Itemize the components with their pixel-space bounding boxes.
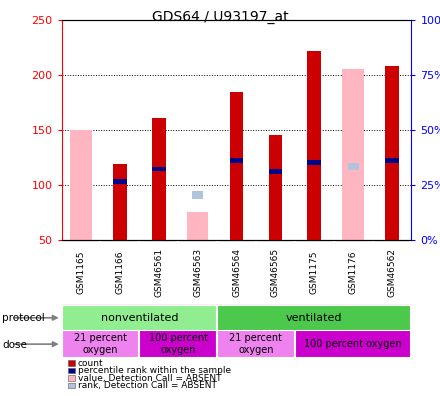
Bar <box>139 330 217 358</box>
Bar <box>217 305 411 331</box>
Text: 100 percent
oxygen: 100 percent oxygen <box>149 333 208 355</box>
Text: GSM46564: GSM46564 <box>232 248 241 297</box>
Text: 100 percent oxygen: 100 percent oxygen <box>304 339 402 349</box>
Bar <box>152 118 165 240</box>
Text: count: count <box>78 359 103 367</box>
Bar <box>187 212 208 240</box>
Text: ventilated: ventilated <box>286 313 342 323</box>
Bar <box>268 169 282 173</box>
Text: value, Detection Call = ABSENT: value, Detection Call = ABSENT <box>78 374 221 383</box>
Bar <box>113 164 127 240</box>
Text: rank, Detection Call = ABSENT: rank, Detection Call = ABSENT <box>78 381 217 390</box>
Bar <box>308 51 321 240</box>
Text: GSM1165: GSM1165 <box>77 251 85 294</box>
Bar <box>62 305 217 331</box>
Text: 21 percent
oxygen: 21 percent oxygen <box>229 333 282 355</box>
Bar <box>113 179 127 183</box>
Text: GSM1175: GSM1175 <box>310 251 319 294</box>
Bar <box>348 163 359 170</box>
Text: GSM46562: GSM46562 <box>388 248 396 297</box>
Bar <box>268 135 282 240</box>
Bar <box>217 330 295 358</box>
Text: dose: dose <box>2 339 27 350</box>
Bar <box>385 66 399 240</box>
Text: nonventilated: nonventilated <box>101 313 178 323</box>
Text: GSM46563: GSM46563 <box>193 248 202 297</box>
Text: protocol: protocol <box>2 313 45 323</box>
Text: GSM46561: GSM46561 <box>154 248 163 297</box>
Bar <box>308 160 321 165</box>
Bar <box>192 191 203 199</box>
Bar <box>70 129 92 240</box>
Text: 21 percent
oxygen: 21 percent oxygen <box>74 333 127 355</box>
Bar <box>62 330 139 358</box>
Text: GSM1166: GSM1166 <box>115 251 125 294</box>
Bar <box>230 92 243 240</box>
Bar <box>342 69 364 240</box>
Text: GDS64 / U93197_at: GDS64 / U93197_at <box>152 10 288 24</box>
Bar <box>385 158 399 163</box>
Bar <box>230 158 243 163</box>
Text: GSM1176: GSM1176 <box>348 251 358 294</box>
Bar <box>295 330 411 358</box>
Text: percentile rank within the sample: percentile rank within the sample <box>78 366 231 375</box>
Text: GSM46565: GSM46565 <box>271 248 280 297</box>
Bar <box>152 167 165 171</box>
